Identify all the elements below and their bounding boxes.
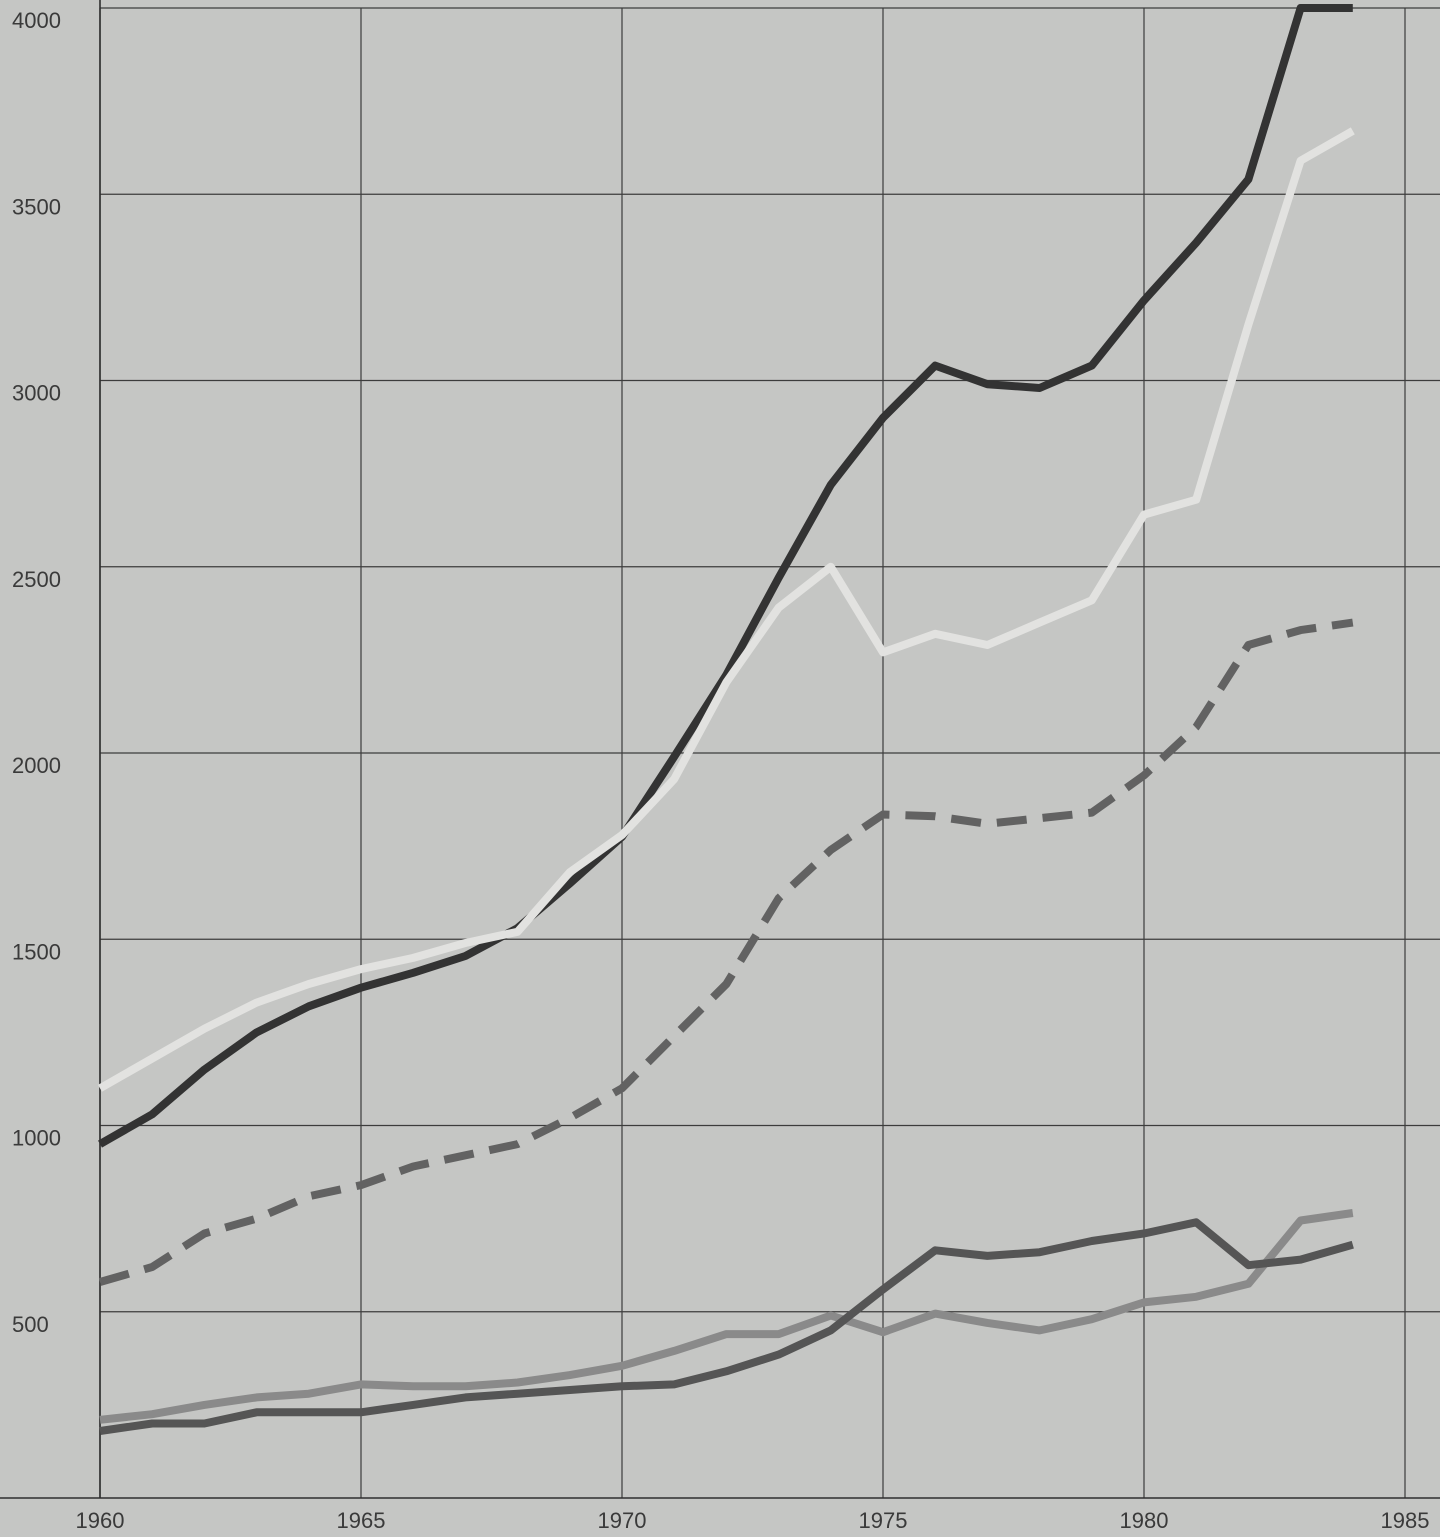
x-tick-label-1965: 1965 [337, 1508, 386, 1533]
y-tick-label-500: 500 [12, 1312, 49, 1337]
series-line-2 [98, 127, 1355, 1092]
series-line-4 [99, 1209, 1354, 1424]
x-tick-label-1975: 1975 [859, 1508, 908, 1533]
x-tick-label-1980: 1980 [1120, 1508, 1169, 1533]
grid-layer [0, 0, 1440, 1499]
series-line-3 [98, 618, 1354, 1286]
y-tick-label-1500: 1500 [12, 939, 61, 964]
y-tick-label-3000: 3000 [12, 381, 61, 406]
y-tick-label-4000: 4000 [12, 8, 61, 33]
series-line-1 [98, 4, 1353, 1148]
x-tick-label-1970: 1970 [598, 1508, 647, 1533]
tick-layer: 500 1000 1500 2000 2500 3000 3500 4000 1960 1965 1… [12, 8, 1429, 1533]
y-tick-label-1000: 1000 [12, 1126, 61, 1151]
y-tick-label-2500: 2500 [12, 567, 61, 592]
series-layer [98, 4, 1355, 1435]
y-tick-label-2000: 2000 [12, 753, 61, 778]
x-tick-label-1960: 1960 [76, 1508, 125, 1533]
x-tick-label-1985: 1985 [1381, 1508, 1430, 1533]
y-tick-label-3500: 3500 [12, 194, 61, 219]
series-line-5 [99, 1218, 1354, 1435]
